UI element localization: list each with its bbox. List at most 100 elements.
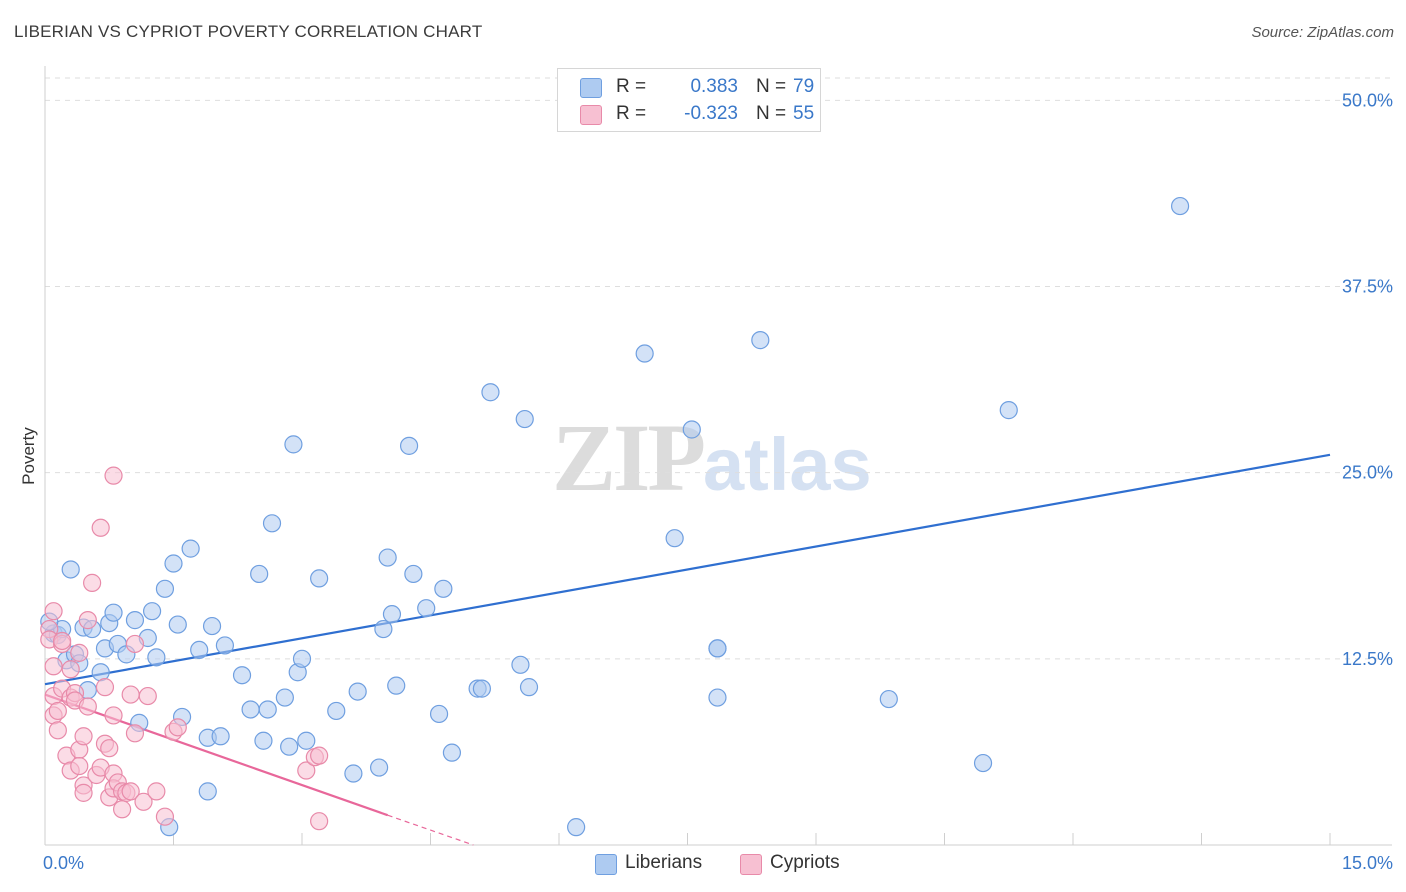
cypriots-legend-swatch [740, 854, 762, 875]
liberians-point [429, 704, 449, 724]
cypriots-point [74, 727, 93, 746]
liberians-point [211, 727, 230, 746]
liberians-point [275, 688, 294, 707]
liberians-legend-swatch [595, 854, 617, 875]
legend-r-label: R = [616, 76, 647, 97]
liberians-point [327, 701, 346, 721]
liberians-point [104, 603, 123, 622]
legend-n-value: 79 [793, 76, 815, 97]
liberians-point [442, 743, 462, 762]
cypriots-point [134, 792, 153, 811]
liberians-point [310, 569, 329, 588]
liberians-point [254, 731, 273, 750]
liberians-point [682, 420, 701, 439]
cypriots-point [310, 812, 329, 831]
legend-r-value: 0.383 [690, 76, 738, 97]
liberians-point [382, 605, 402, 624]
cypriots-point [53, 631, 72, 651]
liberians-point [198, 782, 217, 801]
cypriots-point [297, 761, 316, 780]
liberians-point [232, 666, 252, 685]
cypriots-point [121, 782, 140, 801]
liberians-point [434, 579, 453, 598]
cypriots-point [104, 706, 123, 725]
cypriots-point [78, 611, 97, 630]
liberians-point [999, 401, 1018, 420]
liberians-point [262, 514, 282, 533]
liberians-point [61, 560, 80, 579]
liberians-point [751, 331, 770, 350]
cypriots-point [155, 807, 175, 826]
liberians-point [250, 564, 269, 584]
cypriots-point [83, 573, 102, 592]
liberians-point [387, 676, 406, 695]
y-tick-label: 37.5% [1342, 277, 1393, 297]
liberians-point [297, 731, 316, 750]
liberians-trend-line [44, 453, 1331, 686]
correlation-legend: R = 0.383 N = 79 R = -0.323 N = 55 [557, 68, 821, 132]
liberians-point [374, 619, 393, 639]
watermark-zip: ZIP [552, 404, 706, 511]
liberians-point [399, 436, 419, 455]
liberians-point [708, 639, 727, 658]
liberians-point [142, 602, 162, 621]
legend-r-value: -0.323 [684, 103, 738, 124]
watermark-atlas: atlas [703, 423, 872, 506]
liberians-point [147, 648, 166, 667]
cypriots-point [44, 602, 63, 621]
legend-n-label: N = [756, 76, 787, 97]
cypriots-trend-line [44, 693, 389, 817]
axes [44, 66, 1392, 846]
liberians-point [202, 616, 222, 636]
y-axis-label: Poverty [19, 427, 38, 485]
cypriots-point [48, 701, 67, 721]
cypriots-point [138, 686, 157, 706]
liberians-point [164, 554, 183, 573]
liberians-point [370, 758, 389, 777]
liberians-point [519, 678, 539, 697]
legend-n-label: N = [756, 103, 787, 124]
liberians-point [404, 564, 423, 584]
trend-lines [44, 453, 1331, 846]
liberians-point [378, 548, 397, 567]
liberians-point [708, 688, 727, 707]
cypriots-point [91, 518, 110, 537]
cypriots-point [48, 721, 67, 740]
cypriots-point [61, 660, 80, 679]
liberians-point [258, 700, 277, 719]
cypriots-point [95, 678, 115, 697]
y-tick-label: 12.5% [1342, 649, 1393, 669]
liberians-point [284, 435, 303, 454]
cypriots-point [125, 634, 145, 654]
x-tick-label: 0.0% [43, 853, 84, 873]
cypriots-point [112, 800, 132, 819]
liberians-point [1170, 196, 1190, 216]
liberians-point [348, 682, 367, 701]
cypriots-point [121, 685, 140, 704]
cypriots-point [168, 718, 187, 737]
liberians-point [215, 636, 234, 655]
chart-title: LIBERIAN VS CYPRIOT POVERTY CORRELATION … [14, 22, 483, 41]
liberians-point [168, 615, 187, 634]
liberians-point [190, 640, 209, 659]
liberians-swatch [580, 78, 602, 98]
liberians-point [515, 409, 534, 429]
source-label: Source: ZipAtlas.com [1251, 24, 1394, 41]
x-tick-label: 15.0% [1342, 853, 1393, 873]
watermark: ZIPatlas [552, 402, 872, 513]
cypriots-swatch [580, 105, 602, 125]
data-points [40, 196, 1190, 837]
liberians-point [181, 539, 200, 558]
gridlines [45, 77, 1392, 660]
cypriots-point [310, 746, 329, 765]
liberians-point [879, 689, 898, 709]
y-tick-label: 50.0% [1342, 90, 1393, 110]
cypriots-point [74, 783, 93, 802]
liberians-point [417, 599, 436, 618]
liberians-point [472, 679, 491, 698]
legend-n-value: 55 [793, 103, 815, 124]
liberians-point [481, 383, 500, 402]
cypriots-point [44, 657, 63, 676]
cypriots-point [104, 466, 123, 485]
tick-labels: 12.5% 25.0% 37.5% 50.0% 0.0% 15.0% [43, 90, 1393, 873]
